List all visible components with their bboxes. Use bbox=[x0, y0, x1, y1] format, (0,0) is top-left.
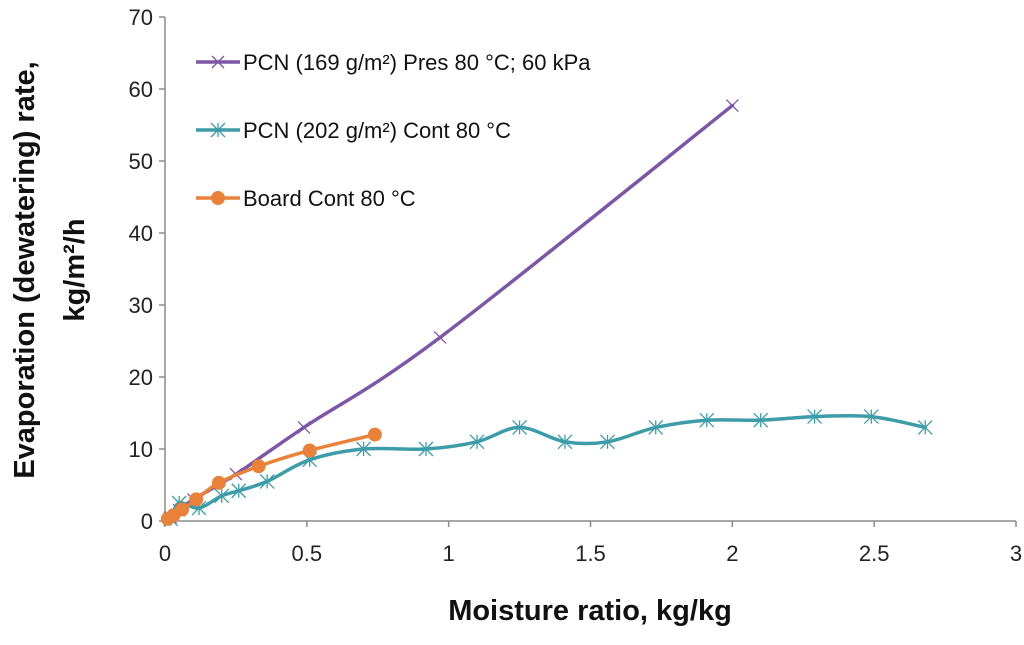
series-line bbox=[168, 103, 735, 520]
legend-label: PCN (169 g/m²) Pres 80 °C; 60 kPa bbox=[243, 50, 591, 75]
data-point bbox=[251, 459, 266, 474]
series-1 bbox=[163, 409, 933, 527]
x-axis-title: Moisture ratio, kg/kg bbox=[448, 595, 732, 627]
legend-item-2: Board Cont 80 °C bbox=[196, 186, 416, 211]
data-point bbox=[418, 441, 434, 457]
y-tick-label: 20 bbox=[129, 365, 153, 390]
data-point bbox=[600, 434, 615, 450]
data-point bbox=[231, 483, 247, 499]
axes: 0 10 20 30 40 50 60 70 0 0.5 1 1.5 2 2.5 3 bbox=[129, 5, 1023, 566]
data-point bbox=[917, 419, 933, 435]
series-line bbox=[168, 413, 927, 521]
data-point bbox=[699, 412, 715, 428]
x-tick-label: 3 bbox=[1010, 541, 1022, 566]
y-tick-label: 30 bbox=[129, 293, 153, 318]
data-point bbox=[863, 409, 879, 425]
data-point bbox=[259, 473, 275, 489]
data-point bbox=[175, 502, 190, 517]
plot-area bbox=[160, 99, 933, 527]
legend-item-0: PCN (169 g/m²) Pres 80 °C; 60 kPa bbox=[196, 50, 591, 75]
legend-swatch-marker bbox=[210, 122, 226, 138]
data-point bbox=[648, 419, 664, 435]
data-point bbox=[302, 443, 317, 458]
y-tick-label: 10 bbox=[129, 437, 153, 462]
x-tick-label: 2 bbox=[726, 541, 738, 566]
legend-swatch-marker bbox=[211, 191, 225, 205]
data-point bbox=[557, 434, 573, 450]
data-point bbox=[356, 441, 372, 457]
legend: PCN (169 g/m²) Pres 80 °C; 60 kPa PCN (20… bbox=[196, 50, 591, 211]
legend-label: PCN (202 g/m²) Cont 80 °C bbox=[243, 118, 511, 143]
data-point bbox=[433, 330, 447, 344]
legend-swatch-marker bbox=[211, 55, 225, 69]
x-tick-label: 2.5 bbox=[859, 541, 890, 566]
data-point bbox=[367, 427, 382, 442]
series-2 bbox=[160, 427, 382, 526]
data-point bbox=[725, 99, 739, 113]
data-point bbox=[211, 475, 226, 490]
x-tick-label: 1 bbox=[443, 541, 455, 566]
legend-item-1: PCN (202 g/m²) Cont 80 °C bbox=[196, 118, 511, 143]
data-point bbox=[512, 419, 528, 435]
series-0 bbox=[164, 99, 739, 524]
data-point bbox=[297, 420, 311, 434]
y-axis-title-line2: kg/m²/h bbox=[59, 218, 91, 321]
data-point bbox=[189, 492, 204, 507]
y-axis-title-line1: Evaporation (dewatering) rate, bbox=[9, 61, 41, 478]
y-tick-label: 60 bbox=[129, 77, 153, 102]
y-tick-label: 50 bbox=[129, 149, 153, 174]
y-tick-label: 40 bbox=[129, 221, 153, 246]
data-point bbox=[214, 488, 230, 504]
x-tick-label: 1.5 bbox=[575, 541, 606, 566]
x-tick-label: 0.5 bbox=[292, 541, 323, 566]
data-point bbox=[807, 409, 823, 425]
legend-label: Board Cont 80 °C bbox=[243, 186, 416, 211]
y-tick-label: 70 bbox=[129, 5, 153, 30]
data-point bbox=[469, 434, 485, 450]
y-tick-label: 0 bbox=[141, 509, 153, 534]
data-point bbox=[753, 412, 769, 428]
x-tick-label: 0 bbox=[159, 541, 171, 566]
